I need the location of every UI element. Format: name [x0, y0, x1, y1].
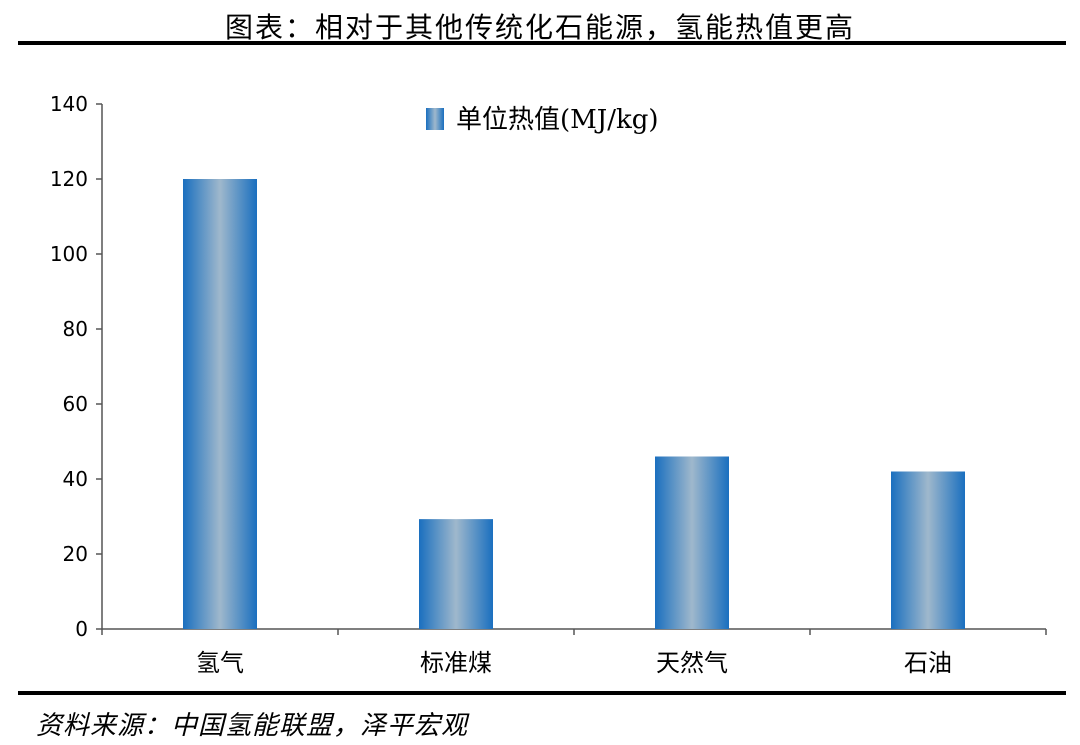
source-note: 资料来源：中国氢能联盟，泽平宏观: [36, 711, 469, 741]
labels: 0 20 40 60 80 100 120 140 氢气 标准煤 天然气 石油: [50, 92, 952, 677]
x-category-label: 天然气: [656, 649, 728, 677]
y-tick-label: 120: [50, 167, 88, 191]
y-tick-label: 100: [50, 242, 88, 266]
bar-chart: 0 20 40 60 80 100 120 140 氢气 标准煤 天然气 石油 单位热值(MJ/kg): [50, 92, 1047, 677]
x-category-label: 标准煤: [420, 649, 492, 677]
bar-2: [419, 519, 493, 629]
bottom-rule: [18, 691, 1066, 695]
legend-swatch: [426, 108, 444, 130]
legend: 单位热值(MJ/kg): [426, 105, 659, 135]
bar-3: [655, 456, 729, 629]
bars: [183, 179, 965, 629]
legend-label: 单位热值(MJ/kg): [456, 105, 659, 135]
bar-4: [891, 471, 965, 629]
axes: [96, 103, 1047, 635]
y-tick-label: 40: [63, 467, 88, 491]
y-tick-label: 0: [75, 617, 88, 641]
x-category-label: 氢气: [196, 649, 244, 677]
bar-1: [183, 179, 257, 629]
x-category-label: 石油: [904, 649, 952, 677]
y-tick-label: 80: [63, 317, 88, 341]
y-tick-label: 140: [50, 92, 88, 116]
y-tick-label: 20: [63, 542, 88, 566]
chart-title: 图表：相对于其他传统化石能源，氢能热值更高: [224, 11, 855, 44]
top-rule: [18, 41, 1066, 45]
y-tick-label: 60: [63, 392, 88, 416]
